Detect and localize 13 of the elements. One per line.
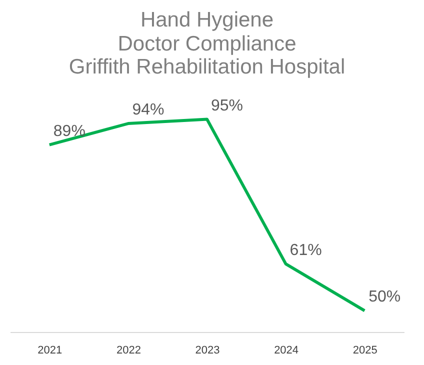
data-label: 89%: [53, 122, 86, 140]
data-label: 95%: [211, 97, 244, 114]
x-tick-label: 2023: [195, 344, 220, 356]
chart-title: Hand Hygiene: [140, 8, 274, 32]
text: Griffith Rehabilitation Hospital: [68, 55, 346, 78]
x-tick-label: 2025: [352, 344, 378, 356]
x-tick-label: 2024: [274, 344, 299, 356]
x-tick-label: 2021: [38, 344, 62, 356]
data-label: 94%: [132, 102, 164, 119]
chart-subtitle: Doctor Compliance: [118, 32, 296, 56]
data-label: 61%: [290, 242, 322, 259]
x-tick-label: 2022: [116, 344, 141, 356]
data-label: 50%: [368, 288, 401, 306]
